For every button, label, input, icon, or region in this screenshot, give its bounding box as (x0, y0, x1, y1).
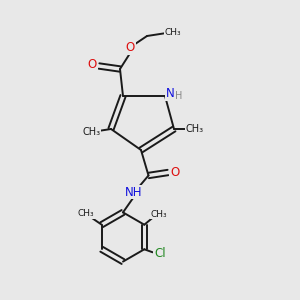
Text: O: O (170, 166, 179, 179)
Text: N: N (166, 87, 175, 100)
Text: Cl: Cl (154, 247, 166, 260)
Text: O: O (126, 40, 135, 54)
Text: CH₃: CH₃ (150, 210, 167, 219)
Text: NH: NH (125, 185, 142, 199)
Text: CH₃: CH₃ (186, 124, 204, 134)
Text: O: O (88, 58, 97, 71)
Text: CH₃: CH₃ (165, 28, 182, 37)
Text: H: H (175, 91, 182, 101)
Text: CH₃: CH₃ (82, 127, 100, 137)
Text: CH₃: CH₃ (78, 209, 94, 218)
